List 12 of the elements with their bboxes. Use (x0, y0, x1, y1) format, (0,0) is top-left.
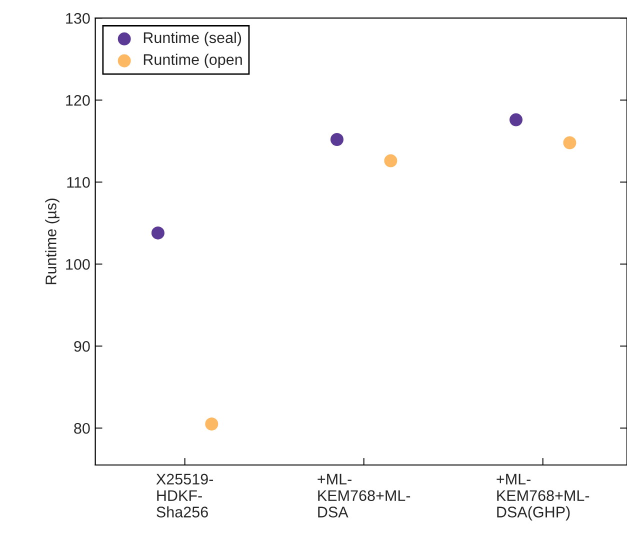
y-tick-label: 80 (74, 422, 90, 434)
x-tick-label: +ML- KEM768+ML- DSA (318, 474, 410, 518)
y-tick-label: 100 (66, 258, 90, 270)
x-tick-label: +ML- KEM768+ML- DSA(GHP) (496, 474, 590, 520)
y-tick-label: 120 (66, 94, 90, 106)
legend-label: Runtime (seal) (144, 32, 242, 46)
legend-label: Runtime (open (144, 54, 242, 68)
y-axis-title: Runtime (µs) (45, 198, 60, 284)
y-tick-label: 90 (74, 340, 90, 352)
x-tick-label: X25519- HDKF- Sha256 (156, 474, 214, 518)
y-tick-label: 130 (66, 12, 90, 24)
y-tick-label: 110 (67, 176, 90, 188)
